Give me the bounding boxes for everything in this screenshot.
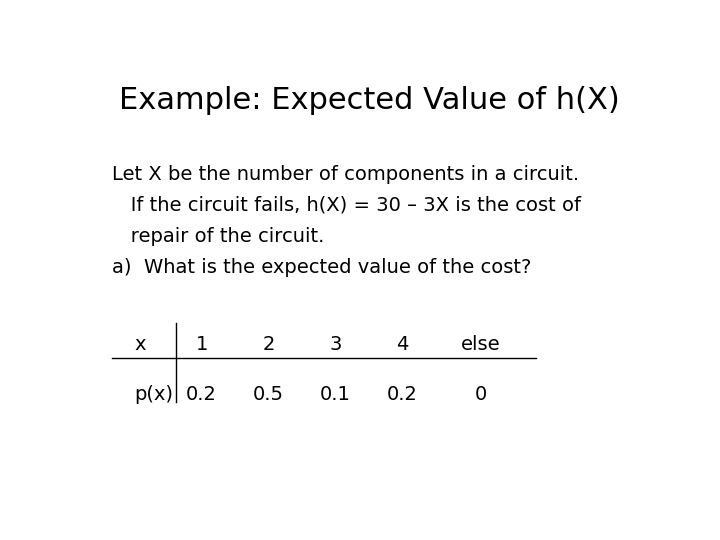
Text: 0.2: 0.2	[186, 385, 217, 404]
Text: 0.1: 0.1	[320, 385, 351, 404]
Text: If the circuit fails, h(X) = 30 – 3X is the cost of: If the circuit fails, h(X) = 30 – 3X is …	[112, 196, 581, 215]
Text: p(x): p(x)	[135, 385, 174, 404]
Text: Let X be the number of components in a circuit.: Let X be the number of components in a c…	[112, 165, 580, 184]
Text: 0.5: 0.5	[253, 385, 284, 404]
Text: a)  What is the expected value of the cost?: a) What is the expected value of the cos…	[112, 258, 531, 277]
Text: Example: Expected Value of h(X): Example: Expected Value of h(X)	[119, 85, 619, 114]
Text: repair of the circuit.: repair of the circuit.	[112, 227, 325, 246]
Text: 1: 1	[195, 335, 208, 354]
Text: 4: 4	[396, 335, 409, 354]
Text: 0.2: 0.2	[387, 385, 418, 404]
Text: 2: 2	[262, 335, 275, 354]
Text: 3: 3	[329, 335, 342, 354]
Text: x: x	[135, 335, 146, 354]
Text: 0: 0	[474, 385, 487, 404]
Text: else: else	[461, 335, 500, 354]
